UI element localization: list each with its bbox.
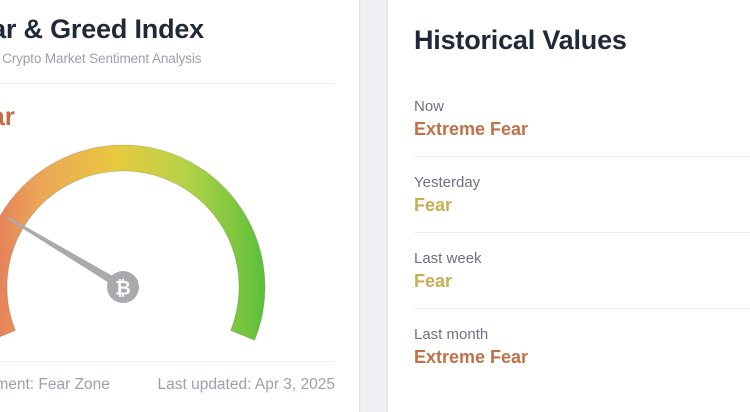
svg-text:₿: ₿ [115,279,130,300]
